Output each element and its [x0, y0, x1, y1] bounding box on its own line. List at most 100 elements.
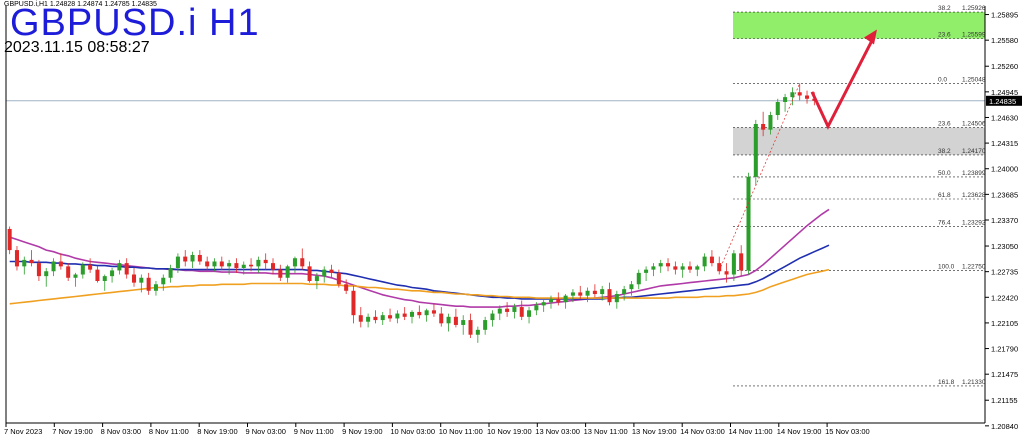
fib-price-label: 1.23292 [962, 219, 986, 226]
projection-arrow-head [864, 29, 877, 45]
current-price-box [986, 95, 1022, 106]
x-tick-label: 15 Nov 03:00 [825, 427, 870, 436]
candle [797, 83, 802, 101]
candle-body [241, 264, 246, 268]
candle [29, 250, 34, 267]
candle-body [417, 311, 422, 316]
x-tick-label: 8 Nov 03:00 [101, 427, 141, 436]
candle [153, 281, 158, 296]
candle [417, 305, 422, 319]
candle-body [739, 253, 744, 271]
candle-body [388, 315, 393, 319]
candle [673, 261, 678, 275]
candle [468, 313, 473, 338]
candle [146, 272, 151, 295]
candle-body [724, 271, 729, 275]
candle-body [263, 259, 268, 264]
candle [731, 250, 736, 282]
candle [527, 307, 532, 324]
y-tick-label: 1.21790 [991, 345, 1018, 354]
candle-body [117, 263, 122, 271]
y-tick-label: 1.24000 [991, 165, 1018, 174]
candle-body [102, 276, 107, 282]
candle [307, 261, 312, 283]
candle [117, 259, 122, 275]
x-tick-label: 14 Nov 11:00 [729, 427, 773, 436]
fib-price-label: 1.24506 [962, 121, 986, 128]
y-tick-label: 1.24630 [991, 113, 1018, 122]
candle [805, 90, 810, 104]
candle-body [600, 289, 605, 295]
candle-body [687, 266, 692, 270]
candle [709, 250, 714, 267]
candle [270, 258, 276, 275]
y-tick-label: 1.25260 [991, 62, 1018, 71]
candle [183, 250, 188, 267]
y-tick-label: 1.23685 [991, 190, 1018, 199]
candle [212, 258, 217, 272]
candle [614, 290, 619, 309]
candle [132, 267, 137, 287]
fib-level-label: 23.6 [938, 121, 951, 128]
candle-body [73, 274, 78, 278]
candle [687, 261, 692, 273]
candle-body [168, 267, 173, 278]
candle [336, 269, 341, 288]
candle [761, 111, 766, 137]
candle-body [205, 261, 210, 267]
candle-body [783, 97, 788, 103]
x-tick-label: 10 Nov 11:00 [439, 427, 483, 436]
candle-body [483, 320, 488, 330]
y-tick-label: 1.25580 [991, 36, 1018, 45]
candle [249, 258, 254, 272]
candle [139, 274, 144, 293]
candle [607, 282, 612, 306]
fib-price-label: 1.23628 [962, 192, 986, 199]
target-zone [733, 12, 985, 39]
candle-body [746, 176, 751, 271]
candle-body [644, 269, 649, 273]
fib-swing-line [718, 83, 801, 271]
candle [666, 258, 671, 272]
candle-body [497, 308, 502, 314]
candle [775, 98, 780, 120]
candle-body [695, 266, 700, 270]
candle [197, 250, 202, 265]
candle-body [124, 263, 129, 275]
candle [790, 87, 795, 106]
candle [190, 251, 195, 268]
candle-body [190, 254, 195, 262]
candle-body [717, 263, 722, 272]
candle [636, 269, 641, 290]
fibonacci-levels-layer: 38.2 1.25926 23.6 1.25599 0.0 1.25048 23.6 1.24… [733, 5, 986, 387]
candle [234, 258, 239, 273]
candle-body [146, 277, 151, 291]
candle [746, 172, 751, 275]
candle-body [527, 310, 532, 317]
candle [724, 263, 729, 283]
candle [80, 262, 85, 279]
candle [578, 285, 583, 299]
candle [14, 246, 19, 271]
candle [439, 307, 444, 327]
y-tick-label: 1.24315 [991, 139, 1018, 148]
candle-body [44, 271, 49, 277]
candle-body [541, 302, 546, 306]
candle-body [95, 269, 100, 282]
candle-body [775, 102, 780, 116]
candle-body [490, 313, 495, 321]
candle-body [607, 289, 612, 303]
candle-body [761, 123, 766, 130]
y-tick-label: 1.25895 [991, 11, 1018, 20]
candle-body [680, 266, 685, 270]
candle-body [336, 272, 341, 285]
candle [497, 305, 502, 321]
candle-body [307, 266, 312, 282]
candle-body [278, 269, 283, 278]
candle-body [88, 264, 93, 270]
candle [453, 308, 458, 328]
candle [366, 313, 371, 328]
candle-body [790, 92, 795, 98]
x-tick-label: 13 Nov 11:00 [584, 427, 628, 436]
